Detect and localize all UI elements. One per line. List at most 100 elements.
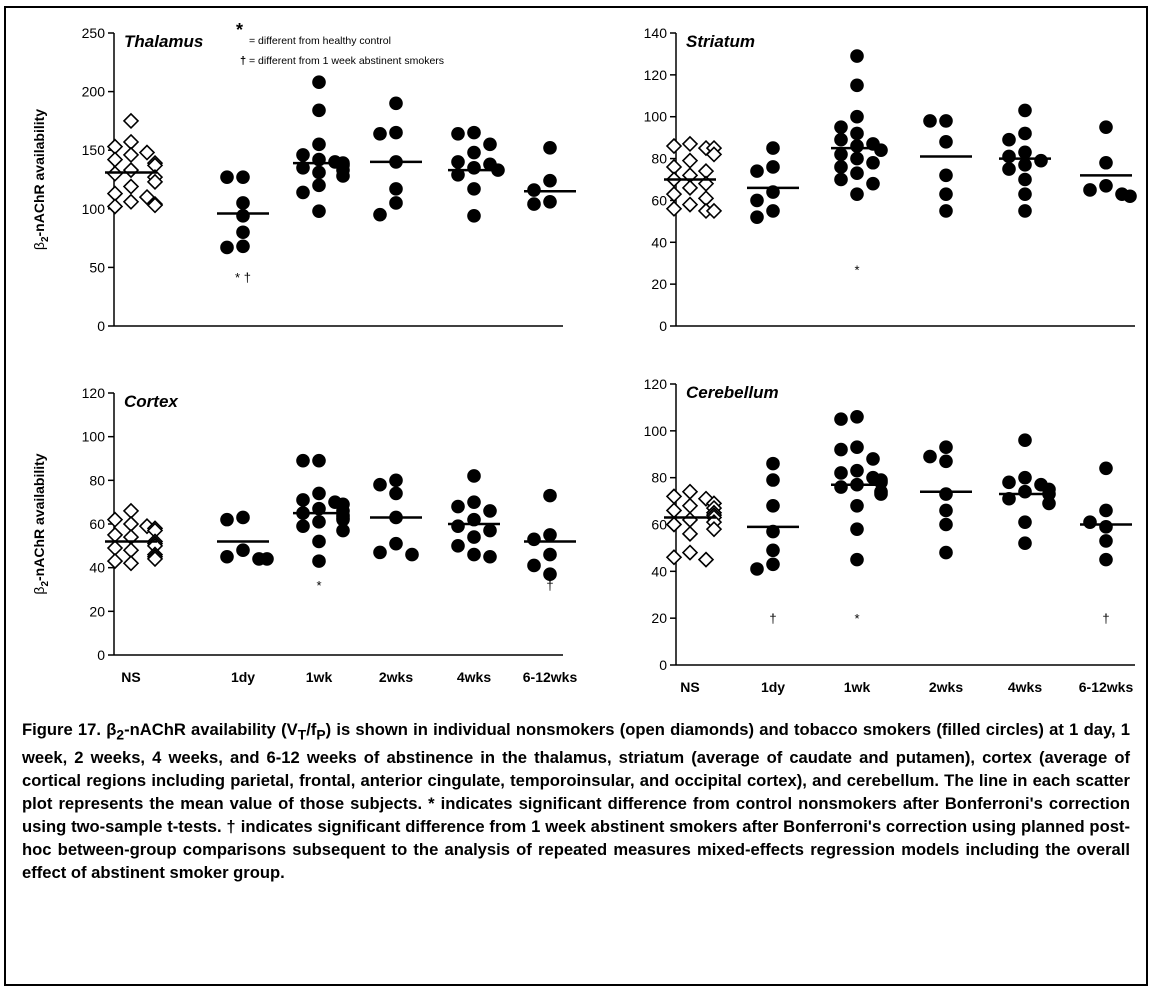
smoker-circle-point [260, 552, 274, 566]
smoker-circle-point [336, 169, 350, 183]
smoker-circle-point [939, 545, 953, 560]
y-tick-label: 100 [644, 109, 668, 125]
smoker-circle-point [373, 477, 387, 492]
smoker-circle-point [220, 170, 234, 184]
smoker-circle-point [312, 75, 326, 90]
smoker-circle-point [312, 453, 326, 468]
y-tick-label: 0 [659, 657, 667, 673]
smoker-circle-point [939, 440, 953, 455]
y-tick-label: 60 [651, 517, 667, 533]
nonsmoker-diamond-point [665, 488, 683, 505]
legend-star-text: = different from healthy control [249, 35, 391, 47]
nonsmoker-diamond-point [138, 144, 156, 161]
smoker-circle-point [483, 137, 497, 152]
x-tick-label: 1wk [844, 679, 871, 695]
x-tick-label: 2wks [929, 679, 963, 695]
y-tick-label: 60 [651, 192, 667, 208]
significance-legend: * = different from healthy control † = d… [236, 20, 444, 67]
smoker-circle-point [866, 452, 880, 466]
smoker-circle-point [543, 173, 557, 188]
smoker-circle-point [1002, 491, 1016, 506]
y-tick-label: 120 [644, 67, 668, 83]
smoker-circle-point [1099, 552, 1113, 567]
smoker-circle-point [312, 178, 326, 193]
smoker-circle-point [1002, 162, 1016, 176]
y-tick-label: 80 [651, 470, 667, 486]
smoker-circle-point [312, 204, 326, 218]
nonsmoker-diamond-point [705, 521, 723, 538]
x-tick-label: 1dy [231, 669, 255, 685]
y-tick-label: 100 [82, 429, 106, 445]
legend-dagger-symbol: † [240, 55, 246, 67]
smoker-circle-point [312, 486, 326, 501]
smoker-circle-point [467, 469, 481, 483]
smoker-circle-point [389, 196, 403, 210]
nonsmoker-diamond-point [122, 515, 140, 533]
panel-striatum: 0 20 40 60 80 100 120 140 Striatum * [644, 25, 1137, 334]
smoker-circle-point [766, 473, 780, 487]
smoker-circle-point [766, 543, 780, 558]
smoker-circle-point [1018, 145, 1032, 160]
smoker-circle-point [389, 473, 403, 488]
y-axis-label-text: -nAChR availability [31, 109, 47, 237]
legend-star-symbol: * [236, 20, 243, 40]
smoker-circle-point [543, 194, 557, 209]
significance-annotation: † [1102, 611, 1109, 626]
smoker-circle-point [527, 197, 541, 211]
caption-sub-t: T [297, 726, 307, 743]
smoker-circle-point [834, 172, 848, 187]
caption-body: ) is shown in individual nonsmokers (ope… [22, 720, 1131, 883]
smoker-circle-point [766, 557, 780, 572]
smoker-circle-point [373, 545, 387, 560]
nonsmoker-diamond-point [681, 196, 699, 213]
significance-annotation: † [769, 611, 776, 626]
nonsmoker-diamond-point [705, 202, 723, 220]
smoker-circle-point [1018, 126, 1032, 141]
smoker-circle-point [750, 562, 764, 576]
smoker-circle-point [373, 207, 387, 222]
panel-thalamus: 0 50 100 150 200 250 Thalamus β2-nAChR availabi… [31, 25, 576, 334]
smoker-circle-point [451, 126, 465, 141]
smoker-circle-point [834, 160, 848, 174]
smoker-circle-point [543, 141, 557, 155]
nonsmoker-diamond-point [122, 161, 140, 179]
smoker-circle-point [923, 114, 937, 128]
smoker-circle-point [834, 466, 848, 480]
smoker-circle-point [1083, 183, 1097, 197]
significance-annotation: † [546, 578, 553, 593]
y-axis-label: β2-nAChR availability [31, 453, 51, 594]
smoker-circle-point [750, 193, 764, 208]
smoker-circle-point [939, 503, 953, 518]
y-axis-label: β2-nAChR availability [31, 109, 51, 250]
y-axis-label-text: -nAChR availability [31, 453, 47, 581]
smoker-circle-point [874, 143, 888, 157]
smoker-circle-point [451, 155, 465, 169]
x-tick-label: 6-12wks [523, 669, 578, 685]
smoker-circle-point [451, 519, 465, 533]
x-tick-label: NS [121, 669, 140, 685]
smoker-circle-point [850, 463, 864, 478]
smoker-circle-point [389, 125, 403, 140]
nonsmoker-diamond-point [122, 193, 140, 210]
smoker-circle-point [389, 536, 403, 551]
smoker-circle-point [874, 487, 888, 501]
nonsmoker-diamond-point [122, 146, 140, 164]
smoker-circle-point [1002, 475, 1016, 490]
smoker-circle-point [850, 139, 864, 153]
caption-sub-2: 2 [116, 726, 125, 743]
y-tick-label: 140 [644, 25, 668, 41]
smoker-circle-point [312, 534, 326, 549]
smoker-circle-point [336, 512, 350, 527]
panel-cortex: 0 20 40 60 80 100 120 Cortex β2-nAChR availabili… [31, 385, 577, 685]
nonsmoker-diamond-point [146, 197, 164, 214]
smoker-circle-point [850, 126, 864, 141]
y-tick-label: 80 [89, 472, 105, 488]
smoker-circle-point [1018, 172, 1032, 187]
y-tick-label: 250 [82, 25, 106, 41]
y-axis-label-sub: 2 [40, 236, 51, 242]
smoker-circle-point [467, 125, 481, 140]
panel-title: Cortex [124, 392, 179, 411]
nonsmoker-diamond-point [697, 551, 715, 568]
smoker-circle-point [1034, 153, 1048, 168]
smoker-circle-point [336, 523, 350, 538]
